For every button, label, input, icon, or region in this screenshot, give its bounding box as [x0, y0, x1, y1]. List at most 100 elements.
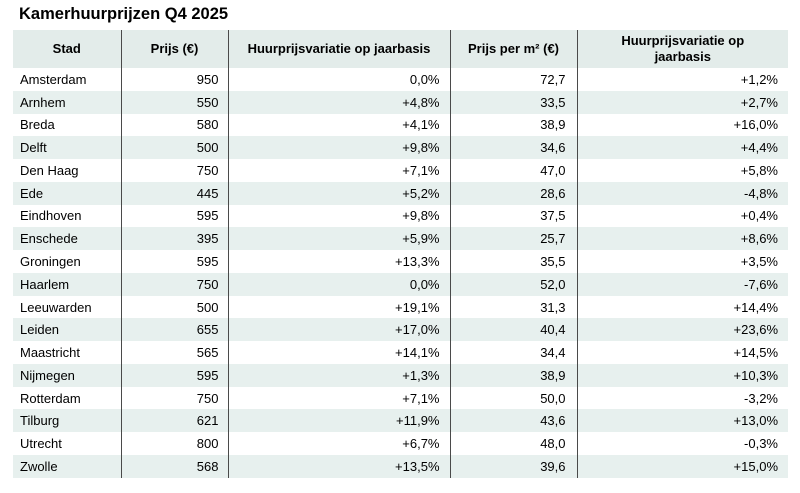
- column-header-huurprijsvariatie-m2: Huurprijsvariatie op jaarbasis: [576, 30, 788, 68]
- cell-prijs: 445: [120, 181, 228, 205]
- table-row: Leeuwarden 500 +19,1% 31,3 +14,4%: [13, 295, 788, 319]
- cell-stad: Enschede: [13, 227, 121, 251]
- cell-prijs: 750: [120, 272, 228, 296]
- cell-prijs-per-m2: 38,9: [449, 363, 577, 387]
- table-row: Rotterdam 750 +7,1% 50,0 -3,2%: [13, 386, 788, 410]
- cell-prijs: 800: [120, 432, 228, 456]
- cell-prijs: 595: [120, 363, 228, 387]
- cell-prijs: 595: [120, 204, 228, 228]
- cell-huurprijsvariatie: +5,2%: [227, 181, 450, 205]
- cell-prijs-per-m2: 52,0: [449, 272, 577, 296]
- table-row: Maastricht 565 +14,1% 34,4 +14,5%: [13, 341, 788, 364]
- cell-prijs-per-m2: 28,6: [449, 181, 577, 205]
- cell-stad: Zwolle: [13, 455, 121, 478]
- cell-prijs-per-m2: 25,7: [449, 227, 577, 251]
- cell-stad: Amsterdam: [20, 71, 87, 87]
- cell-huurprijsvariatie-m2: +15,0%: [576, 455, 788, 478]
- table-row: Arnhem 550 +4,8% 33,5 +2,7%: [13, 90, 788, 114]
- cell-stad: Maastricht: [20, 345, 80, 361]
- cell-stad: Ede: [13, 181, 121, 205]
- cell-huurprijsvariatie: +9,8%: [227, 136, 450, 160]
- cell-huurprijsvariatie: +7,1%: [227, 386, 450, 410]
- rent-price-table: Stad Prijs (€) Huurprijsvariatie op jaar…: [13, 30, 788, 478]
- cell-stad: Haarlem: [13, 272, 121, 296]
- cell-huurprijsvariatie-m2: +1,2%: [576, 68, 788, 91]
- cell-stad: Leeuwarden: [20, 299, 92, 315]
- cell-huurprijsvariatie: +11,9%: [227, 409, 450, 433]
- table-row: Tilburg 621 +11,9% 43,6 +13,0%: [13, 409, 788, 433]
- table-row: Haarlem 750 0,0% 52,0 -7,6%: [13, 272, 788, 296]
- column-header-huurprijsvariatie: Huurprijsvariatie op jaarbasis: [227, 30, 450, 68]
- cell-huurprijsvariatie-m2: +2,7%: [576, 90, 788, 114]
- cell-huurprijsvariatie: +4,8%: [227, 90, 450, 114]
- cell-prijs-per-m2: 47,0: [449, 159, 577, 182]
- cell-huurprijsvariatie-m2: +4,4%: [576, 136, 788, 160]
- cell-huurprijsvariatie-m2: -7,6%: [576, 272, 788, 296]
- cell-stad: Breda: [20, 117, 55, 133]
- cell-huurprijsvariatie-m2: +16,0%: [576, 113, 788, 137]
- cell-huurprijsvariatie: +1,3%: [227, 363, 450, 387]
- cell-huurprijsvariatie: +7,1%: [227, 159, 450, 182]
- cell-prijs-per-m2: 38,9: [449, 113, 577, 137]
- cell-prijs: 950: [120, 68, 228, 91]
- column-header-stad: Stad: [13, 30, 121, 68]
- table-row: Enschede 395 +5,9% 25,7 +8,6%: [13, 227, 788, 251]
- cell-prijs-per-m2: 31,3: [449, 295, 577, 319]
- header-row: Stad Prijs (€) Huurprijsvariatie op jaar…: [13, 30, 788, 68]
- cell-prijs: 550: [120, 90, 228, 114]
- cell-prijs-per-m2: 33,5: [449, 90, 577, 114]
- cell-huurprijsvariatie: +4,1%: [227, 113, 450, 137]
- cell-huurprijsvariatie: +6,7%: [227, 432, 450, 456]
- cell-prijs: 750: [120, 386, 228, 410]
- table-row: Utrecht 800 +6,7% 48,0 -0,3%: [13, 432, 788, 456]
- table-row: Leiden 655 +17,0% 40,4 +23,6%: [13, 318, 788, 342]
- cell-huurprijsvariatie-m2: +3,5%: [576, 250, 788, 273]
- cell-stad: Nijmegen: [13, 363, 121, 387]
- cell-huurprijsvariatie: +17,0%: [227, 318, 450, 342]
- cell-prijs-per-m2: 37,5: [449, 204, 577, 228]
- column-header-prijs-per-m2: Prijs per m² (€): [449, 30, 577, 68]
- cell-huurprijsvariatie-m2: +14,4%: [576, 295, 788, 319]
- cell-huurprijsvariatie: +19,1%: [227, 295, 450, 319]
- column-header-huurprijsvariatie-m2-label: Huurprijsvariatie op jaarbasis: [621, 33, 745, 64]
- cell-stad: Leiden: [13, 318, 121, 342]
- cell-prijs: 580: [120, 113, 228, 137]
- cell-prijs-per-m2: 35,5: [449, 250, 577, 273]
- column-header-prijs: Prijs (€): [120, 30, 228, 68]
- cell-huurprijsvariatie-m2: +14,5%: [576, 341, 788, 364]
- page-title: Kamerhuurprijzen Q4 2025: [19, 5, 229, 23]
- cell-huurprijsvariatie: +14,1%: [227, 341, 450, 364]
- cell-prijs-per-m2: 48,0: [449, 432, 577, 456]
- cell-prijs: 595: [120, 250, 228, 273]
- cell-huurprijsvariatie: +13,3%: [227, 250, 450, 273]
- table-body: Amsterdam 950 0,0% 72,7 +1,2% Arnhem 550…: [13, 68, 788, 478]
- cell-prijs: 565: [120, 341, 228, 364]
- cell-stad: Rotterdam: [20, 390, 81, 406]
- table-row: Den Haag 750 +7,1% 47,0 +5,8%: [13, 159, 788, 182]
- cell-huurprijsvariatie-m2: -0,3%: [576, 432, 788, 456]
- cell-stad: Groningen: [20, 254, 81, 269]
- cell-prijs-per-m2: 50,0: [449, 386, 577, 410]
- table-row: Delft 500 +9,8% 34,6 +4,4%: [13, 136, 788, 160]
- cell-huurprijsvariatie-m2: -3,2%: [576, 386, 788, 410]
- table-row: Eindhoven 595 +9,8% 37,5 +0,4%: [13, 204, 788, 228]
- cell-huurprijsvariatie-m2: +0,4%: [576, 204, 788, 228]
- table-header: Stad Prijs (€) Huurprijsvariatie op jaar…: [13, 30, 788, 68]
- cell-huurprijsvariatie: +13,5%: [227, 455, 450, 478]
- table-row: Breda 580 +4,1% 38,9 +16,0%: [13, 113, 788, 137]
- cell-prijs-per-m2: 40,4: [449, 318, 577, 342]
- cell-stad: Delft: [13, 136, 121, 160]
- cell-prijs: 621: [120, 409, 228, 433]
- table-row: Groningen 595 +13,3% 35,5 +3,5%: [13, 250, 788, 273]
- cell-prijs: 655: [120, 318, 228, 342]
- cell-huurprijsvariatie: +5,9%: [227, 227, 450, 251]
- cell-huurprijsvariatie-m2: -4,8%: [576, 181, 788, 205]
- cell-stad: Den Haag: [20, 162, 79, 178]
- cell-prijs-per-m2: 43,6: [449, 409, 577, 433]
- cell-stad: Utrecht: [20, 436, 62, 452]
- cell-prijs: 500: [120, 136, 228, 160]
- cell-prijs: 500: [120, 295, 228, 319]
- table-row: Ede 445 +5,2% 28,6 -4,8%: [13, 181, 788, 205]
- cell-stad: Eindhoven: [20, 208, 82, 224]
- table-row: Nijmegen 595 +1,3% 38,9 +10,3%: [13, 363, 788, 387]
